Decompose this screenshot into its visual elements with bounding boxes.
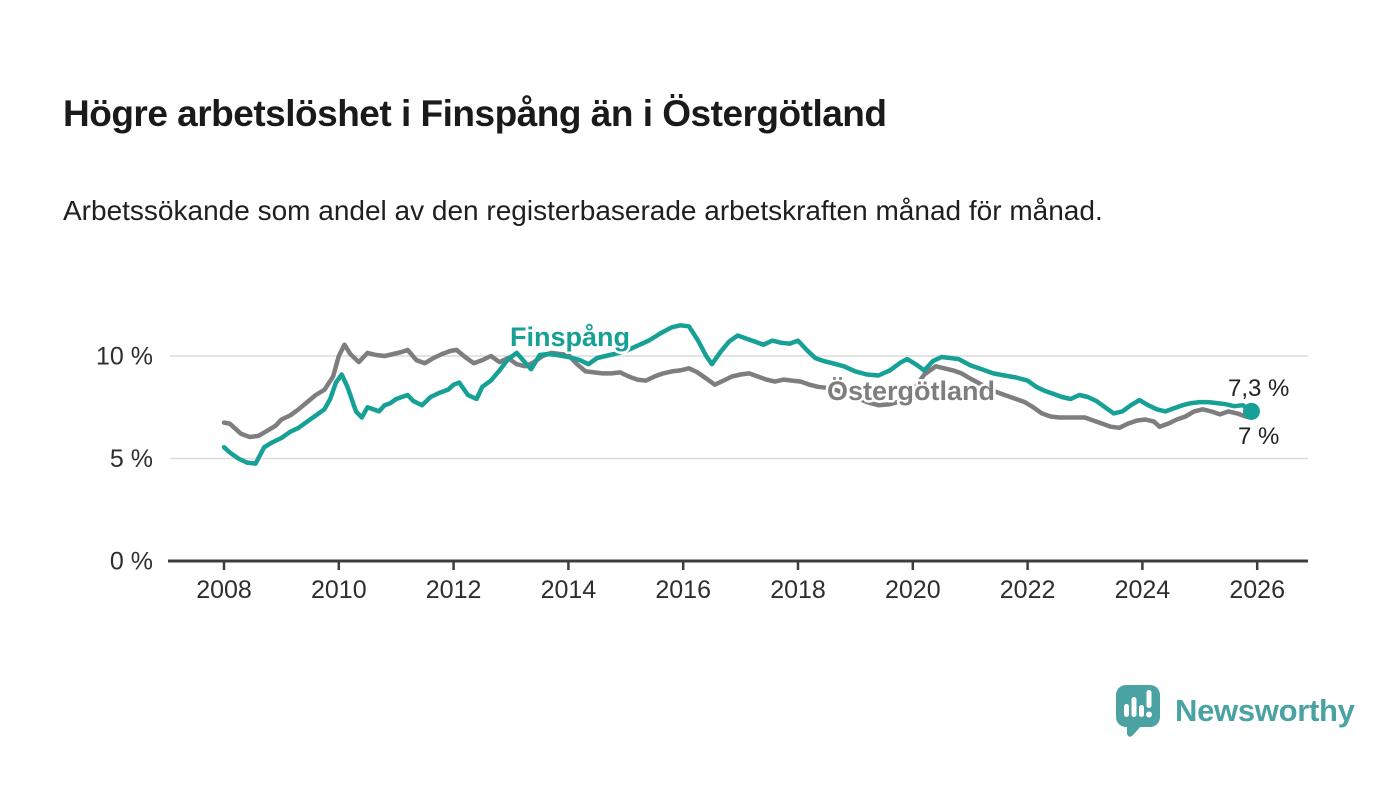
- x-axis-label: 2016: [655, 576, 711, 604]
- bar-icon-medium: [1139, 705, 1144, 717]
- bar-icon-small: [1124, 704, 1129, 717]
- x-axis-label: 2012: [426, 576, 482, 604]
- x-axis-label: 2024: [1115, 576, 1171, 604]
- bar-icon-tall: [1131, 697, 1137, 717]
- page-title: Högre arbetslöshet i Finspång än i Öster…: [63, 92, 887, 134]
- chart-annotations: Finspång Östergötland 7,3 % 7 %: [508, 320, 1290, 451]
- line-ostergotland: [221, 342, 1254, 440]
- x-axis-label: 2014: [541, 576, 597, 604]
- latest-value-label-finspang: 7,3 %: [1228, 375, 1289, 402]
- latest-value-label-ostergotland: 7 %: [1238, 423, 1279, 450]
- y-axis-label: 5 %: [110, 445, 153, 473]
- x-axis-ticks: 2008 2010 2012 2014 2016 2018 2020 2022 2024 2026: [196, 561, 1285, 604]
- exclamation-icon: [1146, 690, 1152, 708]
- x-axis-label: 2018: [770, 576, 826, 604]
- x-axis-label: 2010: [311, 576, 367, 604]
- latest-value-dot: [1242, 402, 1260, 420]
- y-axis-label: 0 %: [110, 548, 153, 576]
- series-label-finspang: Finspång: [510, 322, 630, 352]
- newsworthy-logo-icon: [1116, 685, 1160, 737]
- y-axis-label: 10 %: [96, 343, 153, 371]
- line-finspang: [221, 323, 1254, 466]
- x-axis-label: 2020: [885, 576, 941, 604]
- chart-subtitle: Arbetssökande som andel av den registerb…: [63, 195, 1103, 226]
- series-lines: [221, 323, 1260, 466]
- brand-name: Newsworthy: [1175, 693, 1355, 728]
- x-axis-label: 2022: [1000, 576, 1056, 604]
- gridlines: 0 % 5 % 10 %: [96, 343, 1308, 576]
- x-axis-label: 2008: [196, 576, 252, 604]
- x-axis-label: 2026: [1229, 576, 1285, 604]
- series-label-ostergotland: Östergötland: [827, 376, 995, 406]
- newsworthy-logo-link[interactable]: Newsworthy: [1115, 684, 1355, 738]
